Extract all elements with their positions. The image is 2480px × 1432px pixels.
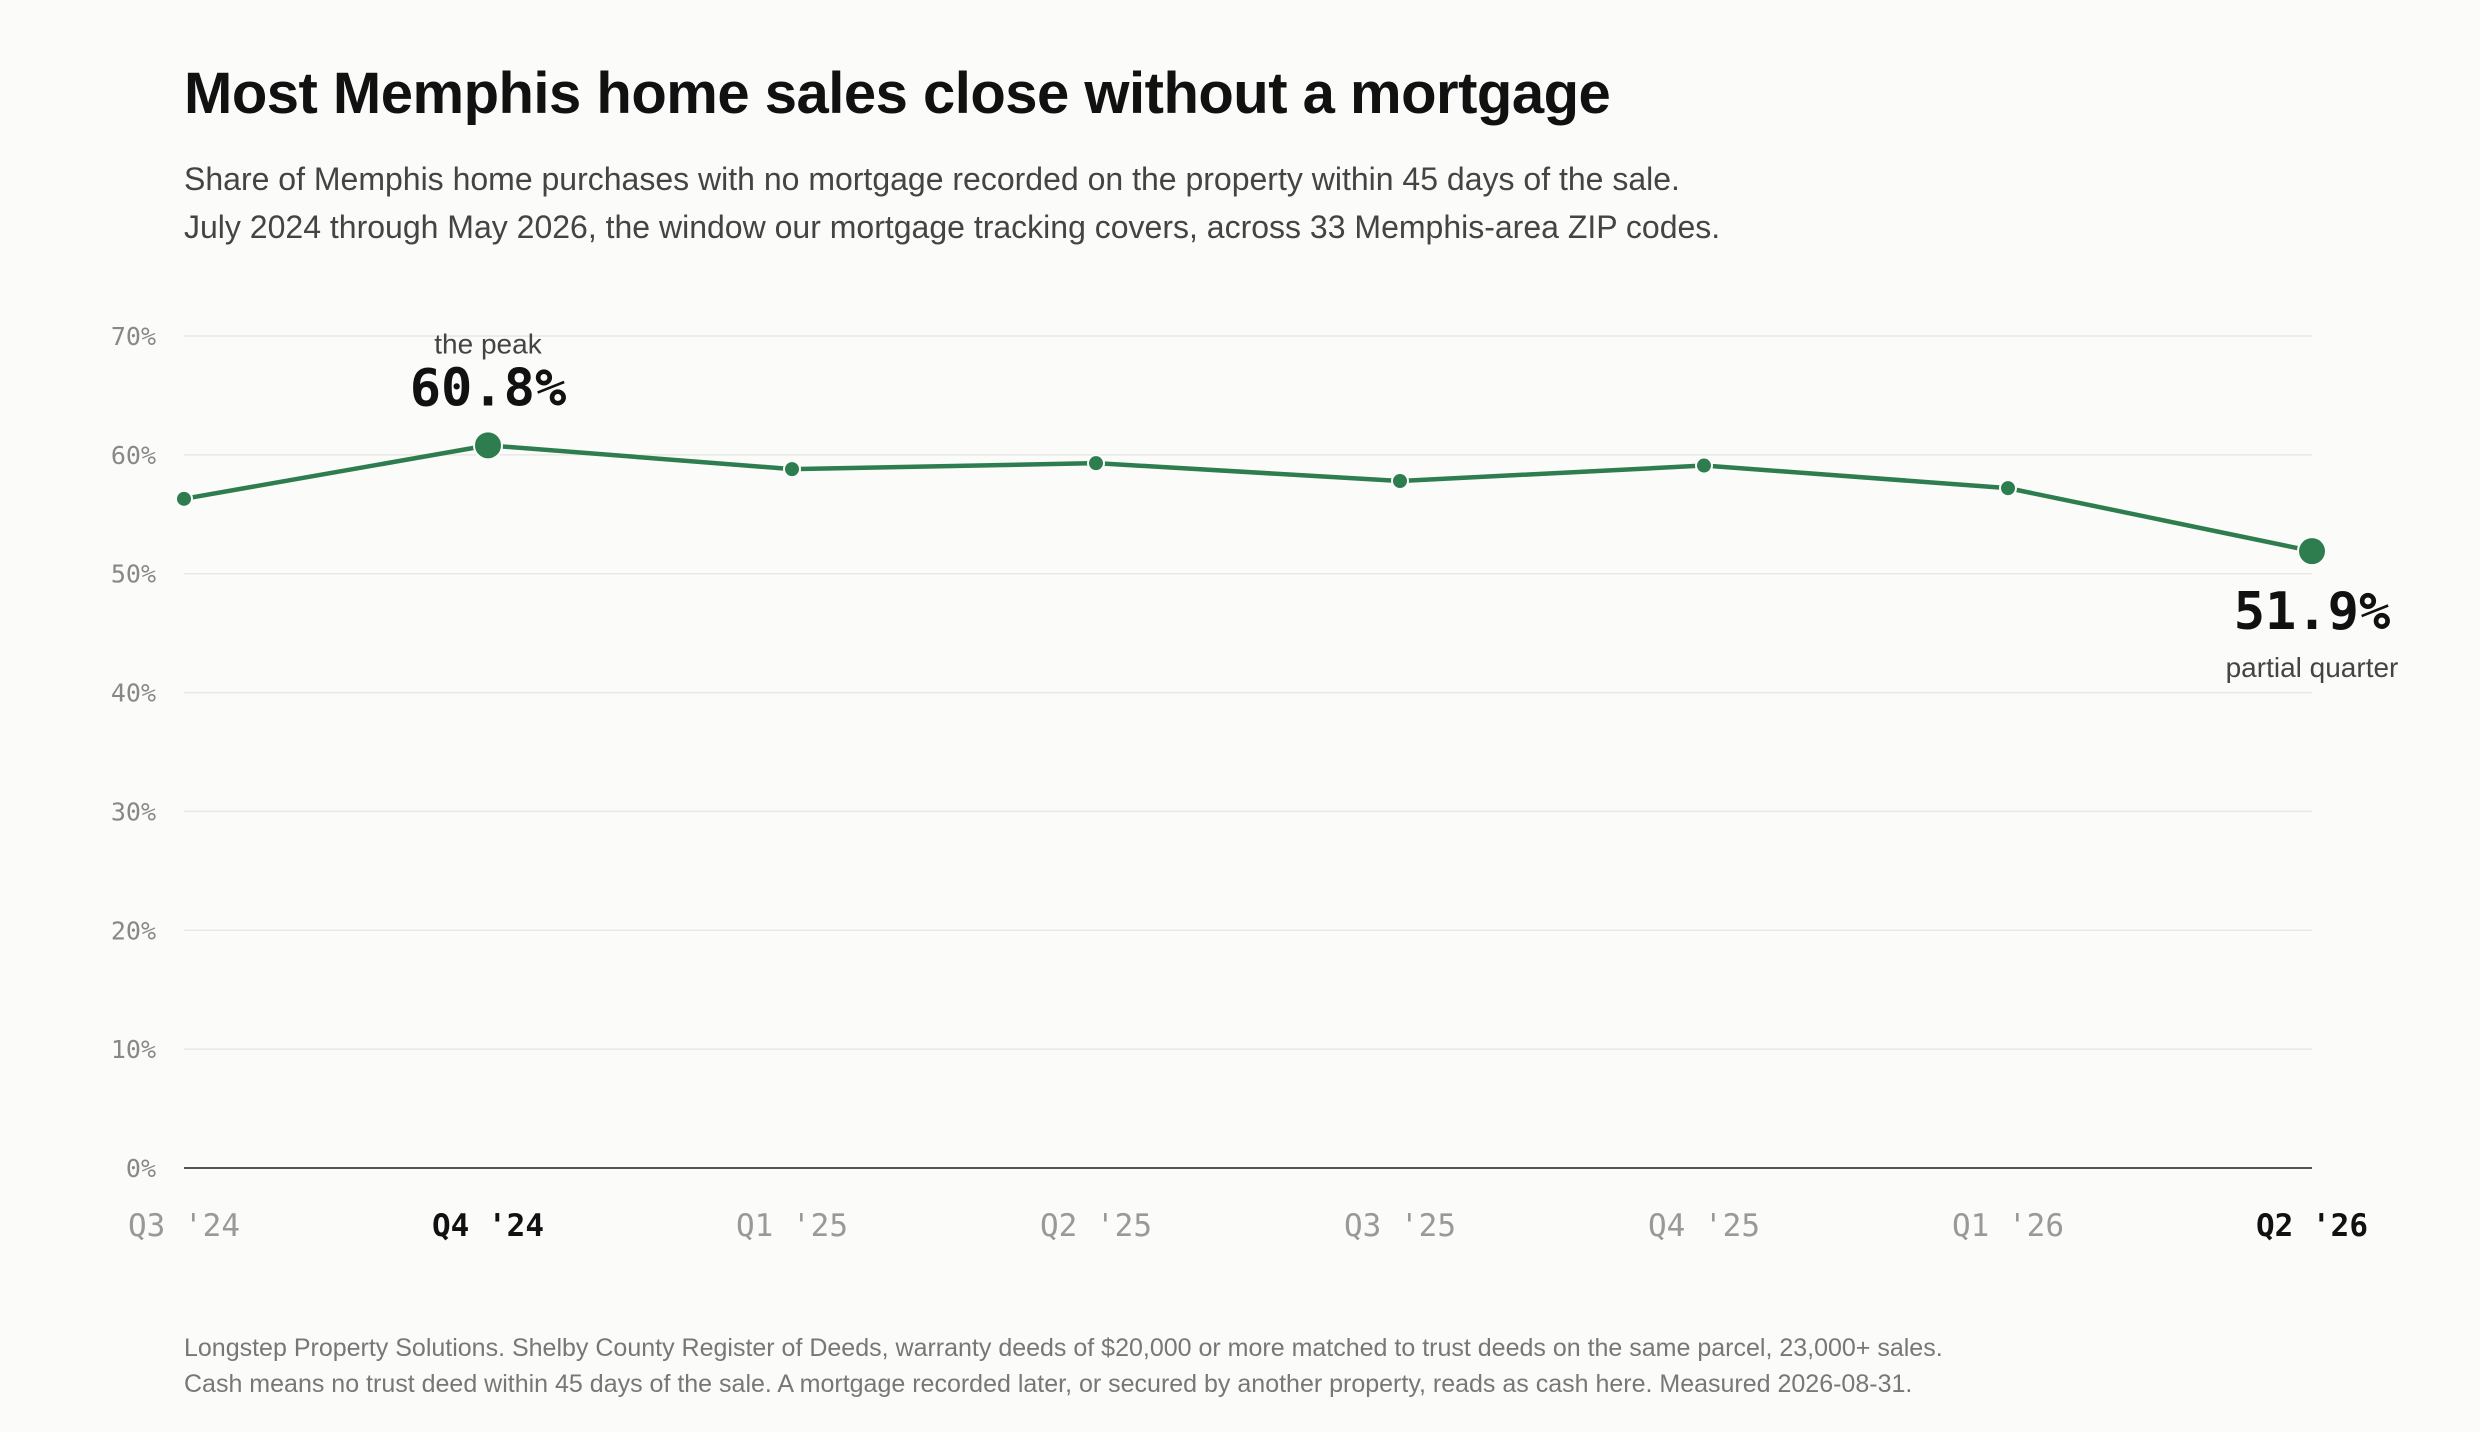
footnote-line-2: Cash means no trust deed within 45 days … [184, 1370, 1913, 1398]
y-tick-label: 30% [111, 797, 156, 826]
x-tick-label: Q4 '25 [1648, 1208, 1760, 1244]
x-tick-label: Q1 '25 [736, 1208, 848, 1244]
x-tick-label: Q1 '26 [1952, 1208, 2064, 1244]
chart-title: Most Memphis home sales close without a … [184, 61, 1611, 126]
y-tick-label: 0% [126, 1154, 156, 1183]
data-points [175, 430, 2327, 567]
grid-lines [184, 335, 2312, 1050]
annotation-value: 51.9% [2234, 582, 2391, 642]
subtitle-line-2: July 2024 through May 2026, the window o… [184, 209, 1721, 245]
x-tick-label: Q2 '25 [1040, 1208, 1152, 1244]
x-tick-label: Q3 '25 [1344, 1208, 1456, 1244]
chart-footnote: Longstep Property Solutions. Shelby Coun… [184, 1330, 1943, 1402]
x-tick-label: Q3 '24 [128, 1208, 240, 1244]
data-point [783, 460, 801, 479]
y-axis-ticks: 0% 10% 20% 30% 40% 50% 60% 70% [111, 322, 156, 1183]
y-tick-label: 10% [111, 1035, 156, 1064]
annotation-note: partial quarter [2226, 652, 2399, 683]
data-point [473, 430, 503, 461]
data-point [2297, 536, 2327, 567]
x-tick-label: Q2 '26 [2256, 1208, 2368, 1244]
y-tick-label: 40% [111, 679, 156, 708]
annotation-value: 60.8% [410, 358, 567, 418]
data-point [1391, 472, 1409, 491]
data-point [1695, 456, 1713, 475]
data-point [175, 489, 193, 508]
chart-subtitle: Share of Memphis home purchases with no … [184, 155, 1720, 251]
y-tick-label: 70% [111, 322, 156, 351]
data-point [1087, 454, 1105, 473]
data-point [1999, 479, 2017, 498]
x-tick-label: Q4 '24 [432, 1208, 544, 1244]
subtitle-line-1: Share of Memphis home purchases with no … [184, 161, 1680, 197]
y-tick-label: 60% [111, 441, 156, 470]
footnote-line-1: Longstep Property Solutions. Shelby Coun… [184, 1334, 1943, 1362]
y-tick-label: 50% [111, 560, 156, 589]
annotation-note: the peak [434, 328, 542, 359]
series-line [183, 443, 2313, 554]
x-axis-ticks: Q3 '24 Q4 '24 Q1 '25 Q2 '25 Q3 '25 Q4 '25 Q1 '… [128, 1208, 2368, 1244]
y-tick-label: 20% [111, 916, 156, 945]
